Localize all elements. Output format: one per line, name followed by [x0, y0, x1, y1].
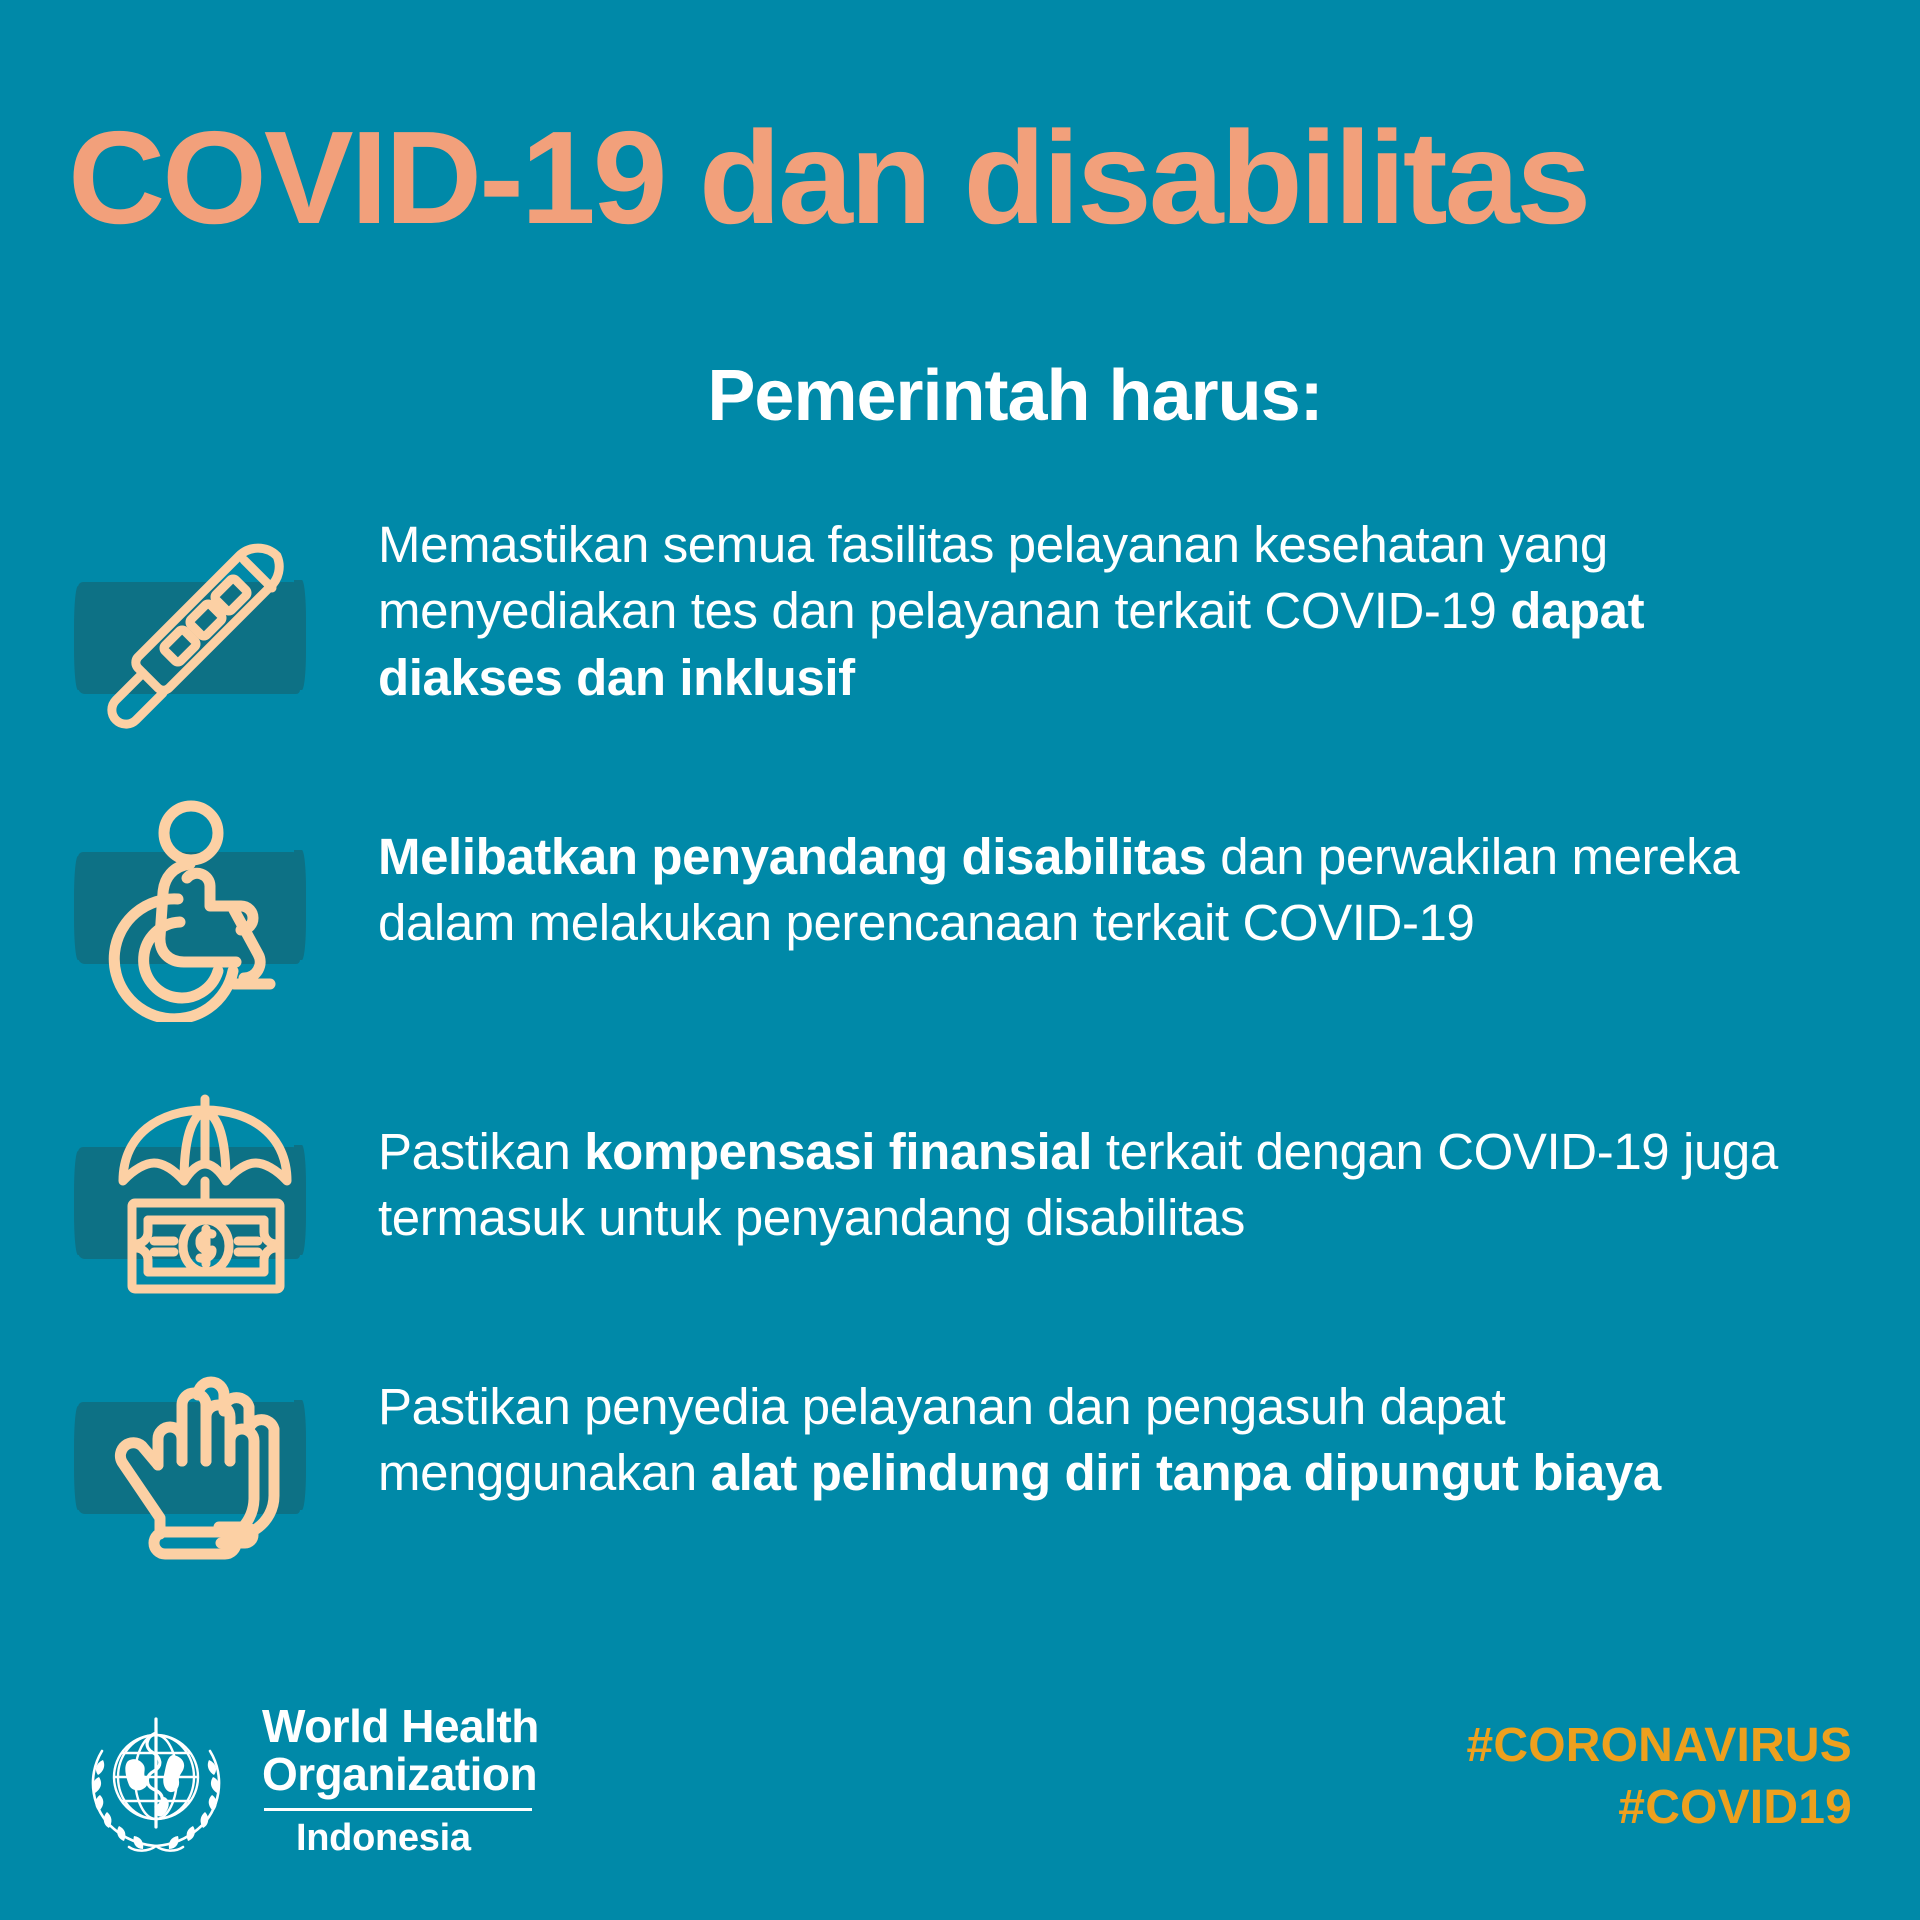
who-wordmark: World Health Organization: [262, 1700, 539, 1800]
icon-container: [74, 790, 348, 1022]
divider: [264, 1808, 532, 1811]
hashtag-coronavirus: #CORONAVIRUS: [1466, 1719, 1852, 1772]
hashtag-block: #CORONAVIRUS #COVID19: [1466, 1715, 1852, 1840]
list-item-text: Pastikan penyedia pelayanan dan pengasuh…: [378, 1374, 1798, 1507]
text-segment-bold: Melibatkan penyandang disabilitas: [378, 828, 1207, 885]
list-item: Memastikan semua fasilitas pelayanan kes…: [0, 516, 1920, 780]
who-country-label: Indonesia: [296, 1817, 471, 1859]
list-item: Melibatkan penyandang disabilitas dan pe…: [0, 790, 1920, 1050]
hashtag-covid19: #COVID19: [1618, 1781, 1852, 1835]
text-segment-bold: alat pelindung diri tanpa dipungut biaya: [710, 1444, 1662, 1502]
gloves-icon: [114, 1376, 280, 1560]
icon-container: [74, 1085, 348, 1315]
text-segment: Memastikan semua fasilitas pelayanan kes…: [378, 516, 1608, 640]
page-title: COVID-19 dan disabilitas: [68, 104, 1591, 251]
icon-container: [74, 520, 348, 750]
text-segment-bold: kompensasi finansial: [584, 1123, 1093, 1180]
who-wordmark-line1: World Health: [262, 1700, 539, 1752]
icon-container: [74, 1340, 348, 1570]
thermometer-icon: [107, 543, 284, 729]
umbrella-money-icon: [118, 1094, 292, 1294]
section-subtitle: Pemerintah harus:: [707, 356, 1323, 436]
list-item-text: Melibatkan penyandang disabilitas dan pe…: [378, 824, 1798, 957]
who-emblem-icon: [91, 1717, 221, 1852]
text-segment: terkait dengan COVID-19 juga termasuk un…: [378, 1123, 1778, 1247]
list-item: Pastikan kompensasi finansial terkait de…: [0, 1085, 1920, 1345]
who-logo: World Health Organization Indonesia: [76, 1700, 696, 1885]
who-wordmark-line2: Organization: [262, 1747, 538, 1800]
text-segment: Pastikan penyedia pelayanan dan pengasuh…: [378, 1378, 1506, 1502]
wheelchair-icon: [108, 800, 276, 1022]
text-segment-bold: dapat diakses dan inklusif: [378, 582, 1645, 706]
list-item: Pastikan penyedia pelayanan dan pengasuh…: [0, 1340, 1920, 1600]
text-segment: Pastikan: [378, 1123, 585, 1180]
text-segment: dan perwakilan mereka dalam melakukan pe…: [378, 828, 1740, 952]
list-item-text: Memastikan semua fasilitas pelayanan kes…: [378, 512, 1798, 711]
list-item-text: Pastikan kompensasi finansial terkait de…: [378, 1119, 1798, 1252]
